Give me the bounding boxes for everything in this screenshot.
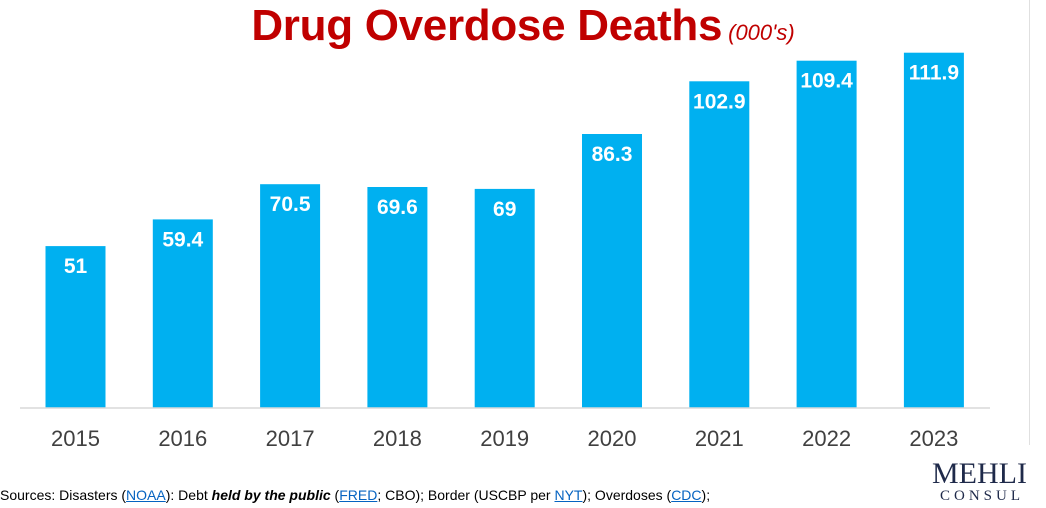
sources-footnote: Sources: Disasters (NOAA): Debt held by … xyxy=(0,487,710,503)
data-label-2019: 69 xyxy=(493,198,516,221)
footnote-text: ): Debt xyxy=(165,487,212,503)
footnote-text: ); Overdoses ( xyxy=(582,487,672,503)
logo-wordmark: MEHLI xyxy=(932,458,1027,490)
data-label-2020: 86.3 xyxy=(592,143,633,166)
bar-2023 xyxy=(903,52,964,408)
x-tick-label-2022: 2022 xyxy=(802,426,851,451)
x-tick-label-2021: 2021 xyxy=(695,426,744,451)
x-tick-label-2018: 2018 xyxy=(373,426,422,451)
cdc-link[interactable]: CDC xyxy=(671,487,702,503)
slide-divider xyxy=(1029,0,1030,445)
chart-title: Drug Overdose Deaths (000's) xyxy=(0,0,1046,52)
x-tick-label-2019: 2019 xyxy=(480,426,529,451)
data-label-2021: 102.9 xyxy=(693,90,746,113)
x-tick-label-2015: 2015 xyxy=(51,426,100,451)
bars-group xyxy=(45,52,964,409)
data-label-2018: 69.6 xyxy=(377,196,418,219)
data-label-2017: 70.5 xyxy=(270,193,311,216)
bar-2019 xyxy=(474,188,535,408)
data-label-2022: 109.4 xyxy=(800,70,853,93)
bar-2022 xyxy=(796,60,857,408)
logo-subtitle: CONSUL xyxy=(940,488,1025,504)
bar-2016 xyxy=(152,219,213,408)
fred-link[interactable]: FRED xyxy=(339,487,378,503)
footnote-text: ; CBO); Border (USCBP per xyxy=(377,487,555,503)
x-tick-label-2020: 2020 xyxy=(588,426,637,451)
x-tick-label-2016: 2016 xyxy=(158,426,207,451)
data-label-2023: 111.9 xyxy=(909,62,959,85)
footnote-emphasis: held by the public xyxy=(211,487,331,503)
x-tick-label-2023: 2023 xyxy=(909,426,958,451)
company-logo: MEHLI CONSUL xyxy=(932,458,1046,508)
bar-2020 xyxy=(582,134,642,408)
bar-2015 xyxy=(45,246,106,408)
x-tick-label-2017: 2017 xyxy=(266,426,315,451)
data-label-2016: 59.4 xyxy=(162,228,203,251)
footnote-text: ); xyxy=(701,487,711,503)
chart-title-unit: (000's) xyxy=(728,20,795,45)
bar-chart: 51 59.4 70.5 69.6 69 86.3 102.9 109.4 111.9 2015… xyxy=(20,52,990,451)
bar-2018 xyxy=(367,187,428,408)
nyt-link[interactable]: NYT xyxy=(554,487,583,503)
chart-title-main: Drug Overdose Deaths xyxy=(251,1,723,50)
x-tick-labels-group: 2015 2016 2017 2018 2019 2020 2021 2022 2023 xyxy=(51,426,958,451)
bar-2021 xyxy=(689,81,750,409)
data-label-2015: 51 xyxy=(64,255,88,278)
data-labels-group: 51 59.4 70.5 69.6 69 86.3 102.9 109.4 111.9 xyxy=(64,62,959,278)
bar-2017 xyxy=(260,184,321,408)
footnote-text: Sources: Disasters ( xyxy=(0,487,127,503)
footnote-text: ( xyxy=(330,487,340,503)
noaa-link[interactable]: NOAA xyxy=(126,487,166,503)
